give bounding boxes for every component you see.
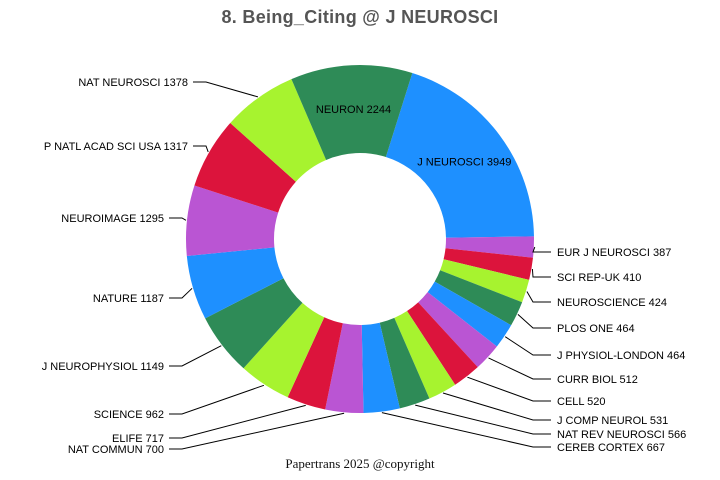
segment-label-plos-one: PLOS ONE 464 xyxy=(557,323,635,335)
leader-line xyxy=(531,268,551,278)
leader-line xyxy=(169,404,306,439)
leader-line xyxy=(169,345,222,367)
donut-segment-j-physiol-london xyxy=(427,281,512,347)
leader-line xyxy=(169,287,193,299)
donut-segment-p-natl-acad-sci-usa xyxy=(194,123,296,213)
donut-segment-elife xyxy=(287,317,343,410)
leader-line xyxy=(517,314,551,329)
segment-label-elife: ELIFE 717 xyxy=(112,433,164,445)
leader-line xyxy=(381,412,551,448)
donut-segment-science xyxy=(243,302,325,398)
leader-line xyxy=(488,357,551,380)
segment-label-eur-j-neurosci: EUR J NEUROSCI 387 xyxy=(557,247,671,259)
donut-segment-neuroimage xyxy=(186,185,279,256)
donut-segment-sci-rep-uk xyxy=(443,248,533,280)
segment-label-j-neurophysiol: J NEUROPHYSIOL 1149 xyxy=(42,361,164,373)
leader-line xyxy=(467,376,551,402)
segment-label-cell: CELL 520 xyxy=(557,396,606,408)
donut-segment-j-neurophysiol xyxy=(205,278,303,369)
segment-label-p-natl-acad-sci-usa: P NATL ACAD SCI USA 1317 xyxy=(44,141,188,153)
donut-segment-nat-neurosci xyxy=(230,79,327,182)
donut-segment-curr-biol xyxy=(418,292,497,368)
donut-segment-cell xyxy=(407,302,478,385)
segment-label-j-neurosci: J NEUROSCI 3949 xyxy=(417,156,511,168)
leader-line xyxy=(169,412,345,450)
segment-label-nat-neurosci: NAT NEUROSCI 1378 xyxy=(78,77,188,89)
donut-segment-j-neurosci xyxy=(385,73,534,238)
leader-line xyxy=(193,81,259,98)
segment-label-curr-biol: CURR BIOL 512 xyxy=(557,374,638,386)
leader-line xyxy=(504,336,551,356)
donut-segment-nature xyxy=(186,247,284,319)
leader-line xyxy=(169,384,265,415)
leader-line xyxy=(169,217,187,221)
segment-label-nature: NATURE 1187 xyxy=(93,293,164,305)
segment-label-science: SCIENCE 962 xyxy=(94,409,164,421)
leader-line xyxy=(526,291,551,303)
donut-segment-eur-j-neurosci xyxy=(445,236,534,258)
segment-label-j-comp-neurol: J COMP NEUROL 531 xyxy=(557,415,668,427)
leader-line xyxy=(415,404,551,435)
donut-segment-nat-rev-neurosci xyxy=(379,317,430,409)
leader-line xyxy=(193,145,209,153)
donut-segment-cereb-cortex xyxy=(361,322,400,413)
donut-segment-nat-commun xyxy=(325,323,364,414)
segment-label-neuroimage: NEUROIMAGE 1295 xyxy=(61,213,164,225)
donut-segment-neuroscience xyxy=(440,259,530,303)
segment-label-nat-commun: NAT COMMUN 700 xyxy=(68,444,164,456)
donut-segment-j-comp-neurol xyxy=(394,311,456,399)
leader-line xyxy=(442,392,551,421)
segment-label-cereb-cortex: CEREB CORTEX 667 xyxy=(557,442,665,454)
segment-label-neuroscience: NEUROSCIENCE 424 xyxy=(557,297,667,309)
donut-segment-plos-one xyxy=(434,270,523,326)
segment-label-j-physiol-london: J PHYSIOL-LONDON 464 xyxy=(557,350,685,362)
segment-label-neuron: NEURON 2244 xyxy=(316,104,391,116)
segment-label-nat-rev-neurosci: NAT REV NEUROSCI 566 xyxy=(557,429,686,441)
copyright-footer: Papertrans 2025 @copyright xyxy=(285,456,435,471)
donut-segment-neuron xyxy=(291,64,413,160)
chart-title: 8. Being_Citing @ J NEUROSCI xyxy=(221,7,499,27)
segment-label-sci-rep-uk: SCI REP-UK 410 xyxy=(557,272,641,284)
leader-line xyxy=(532,246,551,253)
